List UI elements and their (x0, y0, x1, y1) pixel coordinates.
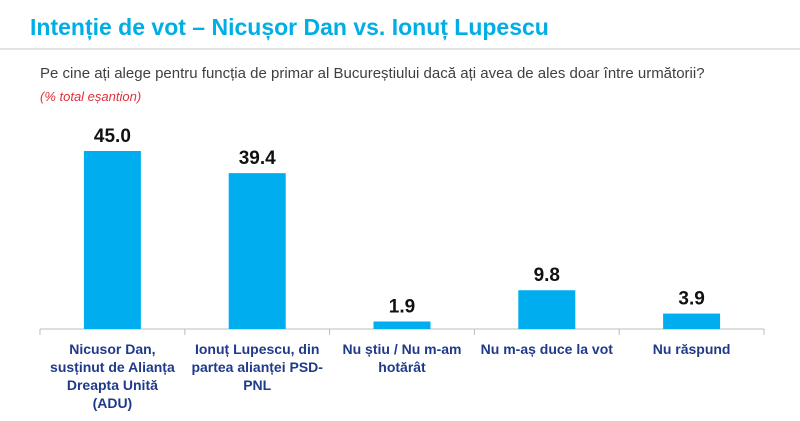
bar-2 (373, 321, 431, 329)
survey-question: Pe cine ați alege pentru funcția de prim… (40, 65, 705, 82)
bar-4 (663, 313, 721, 329)
data-label-0: 45.0 (94, 126, 131, 147)
category-label-0: Nicusor Dan, susținut de Alianța Dreapta U… (50, 341, 175, 411)
sample-note: (% total eșantion) (40, 89, 142, 104)
category-label-line: PNL (243, 377, 271, 393)
data-label-3: 9.8 (534, 265, 560, 286)
data-label-1: 39.4 (239, 148, 276, 169)
category-label-line: Nu m-aș duce la vot (481, 341, 614, 357)
category-label-line: Nu răspund (653, 341, 731, 357)
category-label-line: susținut de Alianța (50, 359, 175, 375)
category-label-line: hotărât (378, 359, 426, 375)
category-label-line: partea alianței PSD- (191, 359, 323, 375)
category-label-line: Nicusor Dan, (69, 341, 155, 357)
bar-1 (228, 173, 286, 329)
data-label-2: 1.9 (389, 296, 415, 317)
category-label-1: Ionuț Lupescu, din partea alianței PSD- PN… (191, 341, 323, 393)
category-label-line: Dreapta Unită (67, 377, 158, 393)
category-label-3: Nu m-aș duce la vot (481, 341, 614, 357)
category-label-line: (ADU) (93, 395, 133, 411)
data-label-4: 3.9 (678, 289, 704, 310)
category-label-line: Ionuț Lupescu, din (195, 341, 319, 357)
chart-title: Intenție de vot – Nicușor Dan vs. Ionuț … (30, 14, 549, 40)
category-label-line: Nu știu / Nu m-am (342, 341, 461, 357)
category-label-2: Nu știu / Nu m-am hotărât (342, 341, 461, 375)
category-label-4: Nu răspund (653, 341, 731, 357)
bar-3 (518, 290, 576, 329)
title-divider (0, 48, 800, 50)
bar-0 (83, 151, 141, 329)
